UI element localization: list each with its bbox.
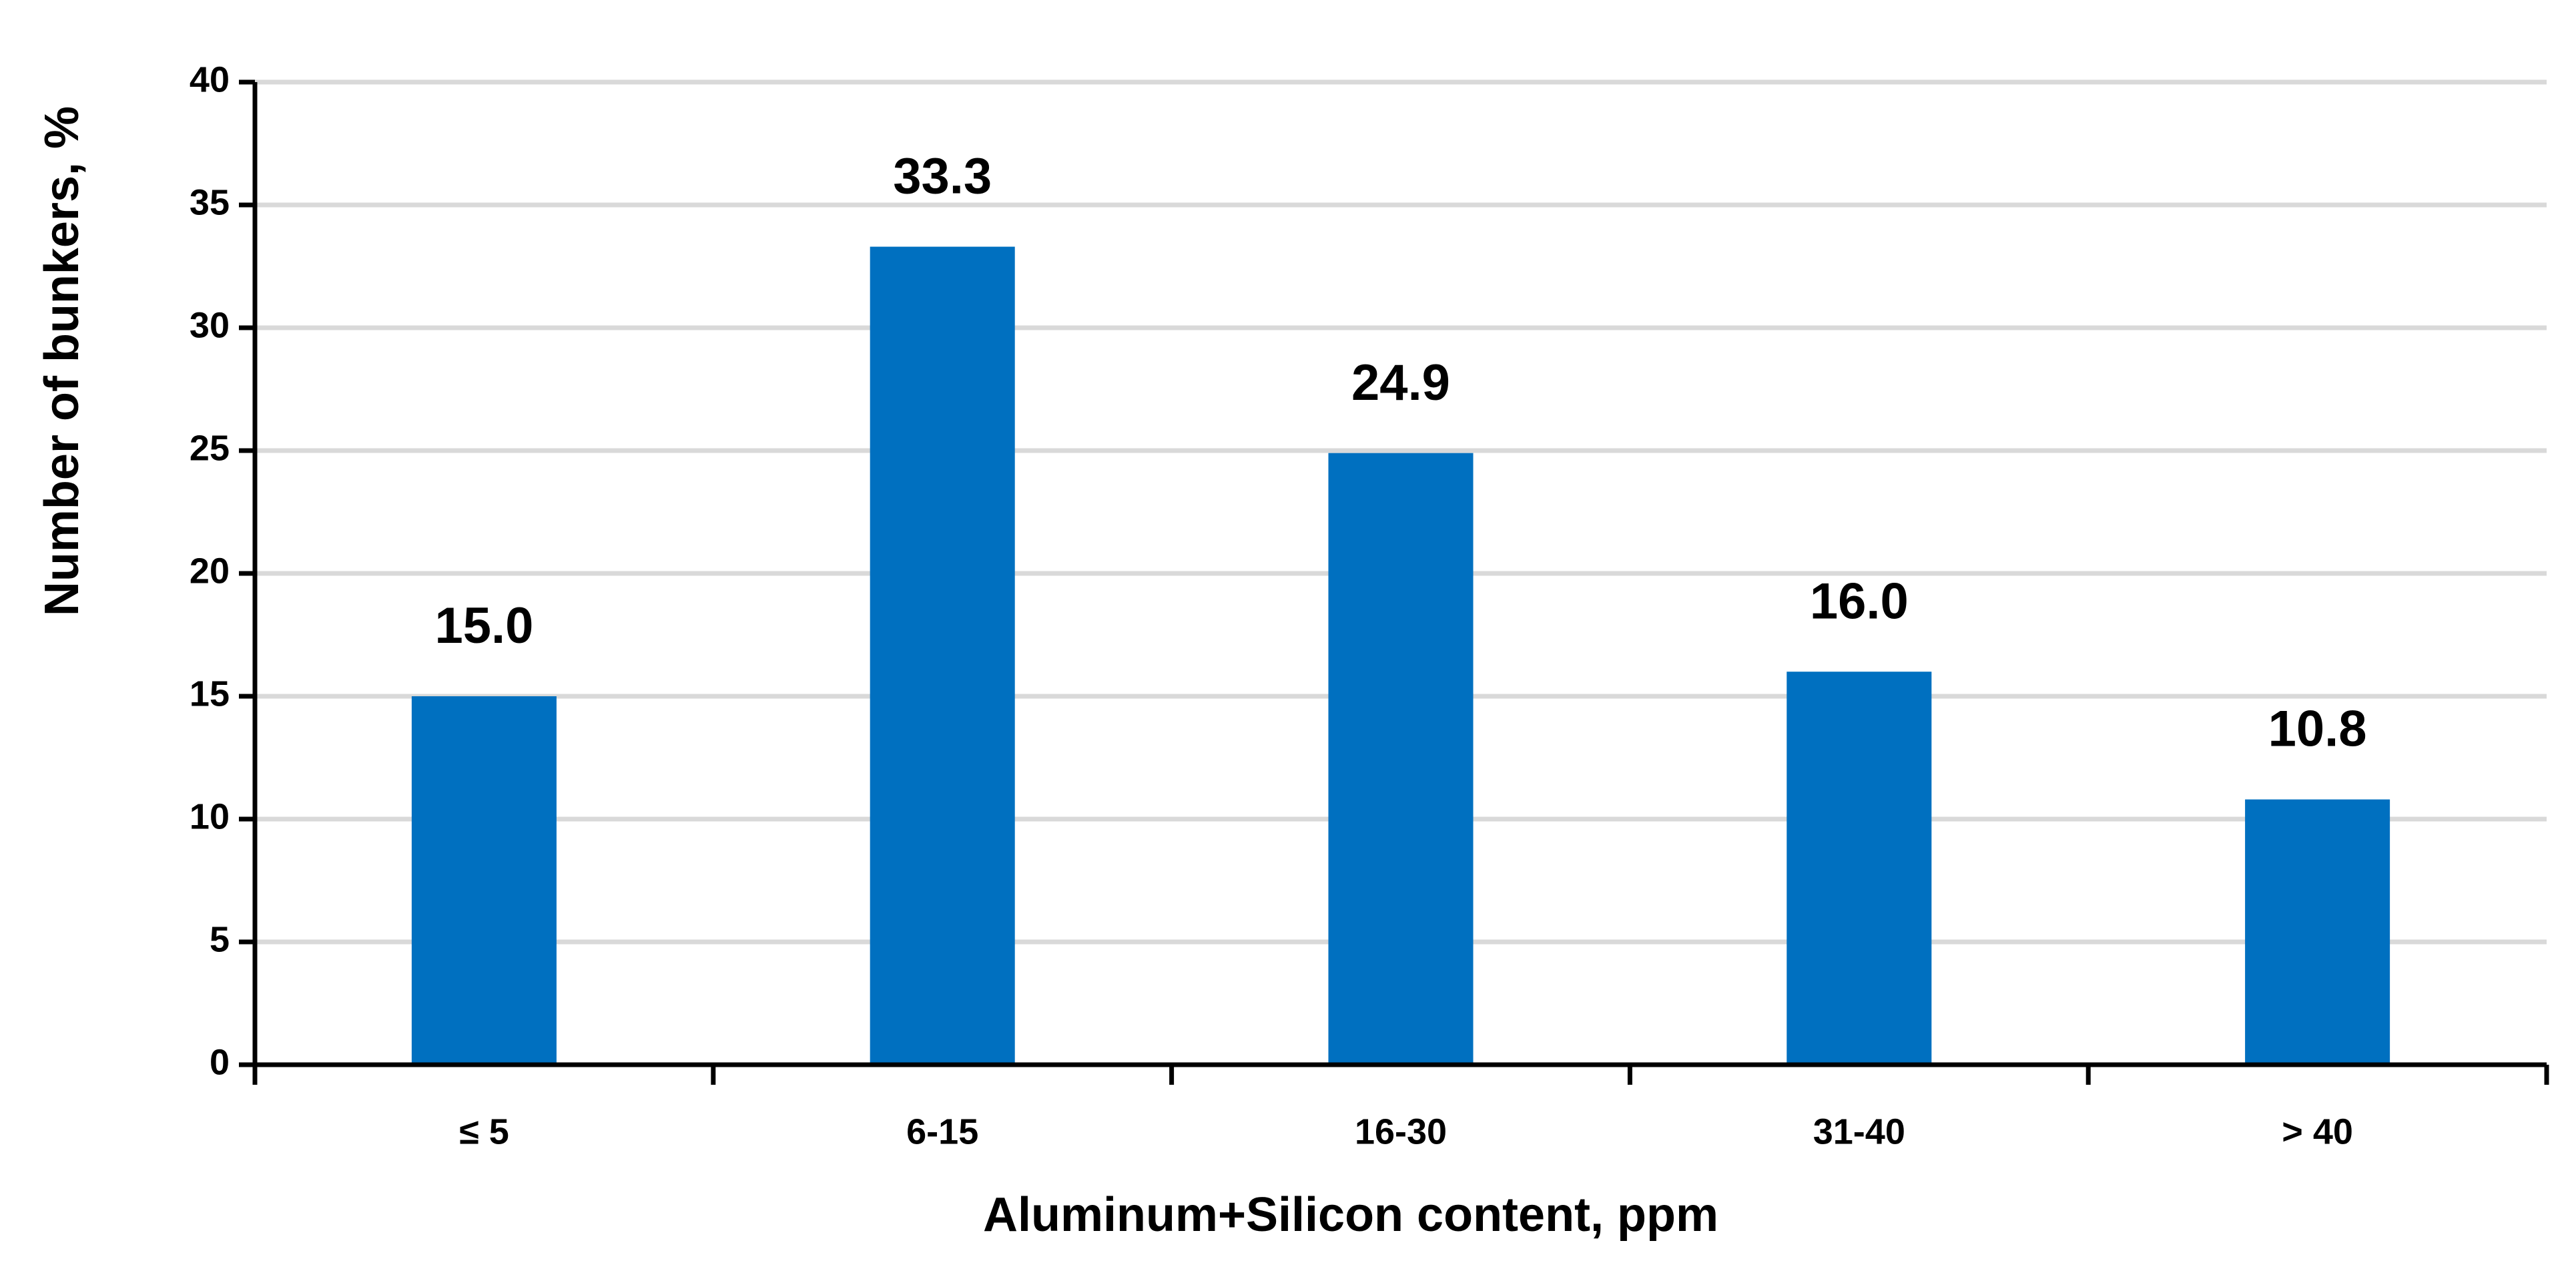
y-axis-title: Number of bunkers, % bbox=[35, 106, 89, 616]
bar bbox=[1328, 453, 1474, 1065]
y-tick-label: 25 bbox=[190, 428, 230, 468]
x-tick-label: ≤ 5 bbox=[459, 1111, 509, 1152]
bar bbox=[1787, 672, 1932, 1065]
data-label: 16.0 bbox=[1810, 573, 1909, 629]
data-label: 10.8 bbox=[2268, 701, 2367, 758]
data-label: 24.9 bbox=[1351, 354, 1450, 411]
y-tick-label: 30 bbox=[190, 305, 230, 345]
bar bbox=[411, 696, 557, 1065]
x-axis-title: Aluminum+Silicon content, ppm bbox=[983, 1188, 1718, 1242]
x-tick-label: 31-40 bbox=[1813, 1111, 1905, 1152]
y-tick-label: 10 bbox=[190, 796, 230, 836]
x-tick-label: 6-15 bbox=[906, 1111, 978, 1152]
y-tick-label: 20 bbox=[190, 551, 230, 591]
x-tick-label: 16-30 bbox=[1355, 1111, 1447, 1152]
x-tick-label: > 40 bbox=[2282, 1111, 2353, 1152]
y-tick-label: 15 bbox=[190, 674, 230, 714]
y-tick-label: 40 bbox=[190, 59, 230, 99]
y-tick-label: 5 bbox=[210, 919, 230, 959]
bar bbox=[870, 246, 1015, 1065]
y-tick-label: 0 bbox=[210, 1042, 230, 1082]
y-tick-label: 35 bbox=[190, 182, 230, 222]
data-label: 33.3 bbox=[893, 148, 992, 205]
bar bbox=[2245, 799, 2390, 1065]
data-label: 15.0 bbox=[434, 597, 533, 654]
